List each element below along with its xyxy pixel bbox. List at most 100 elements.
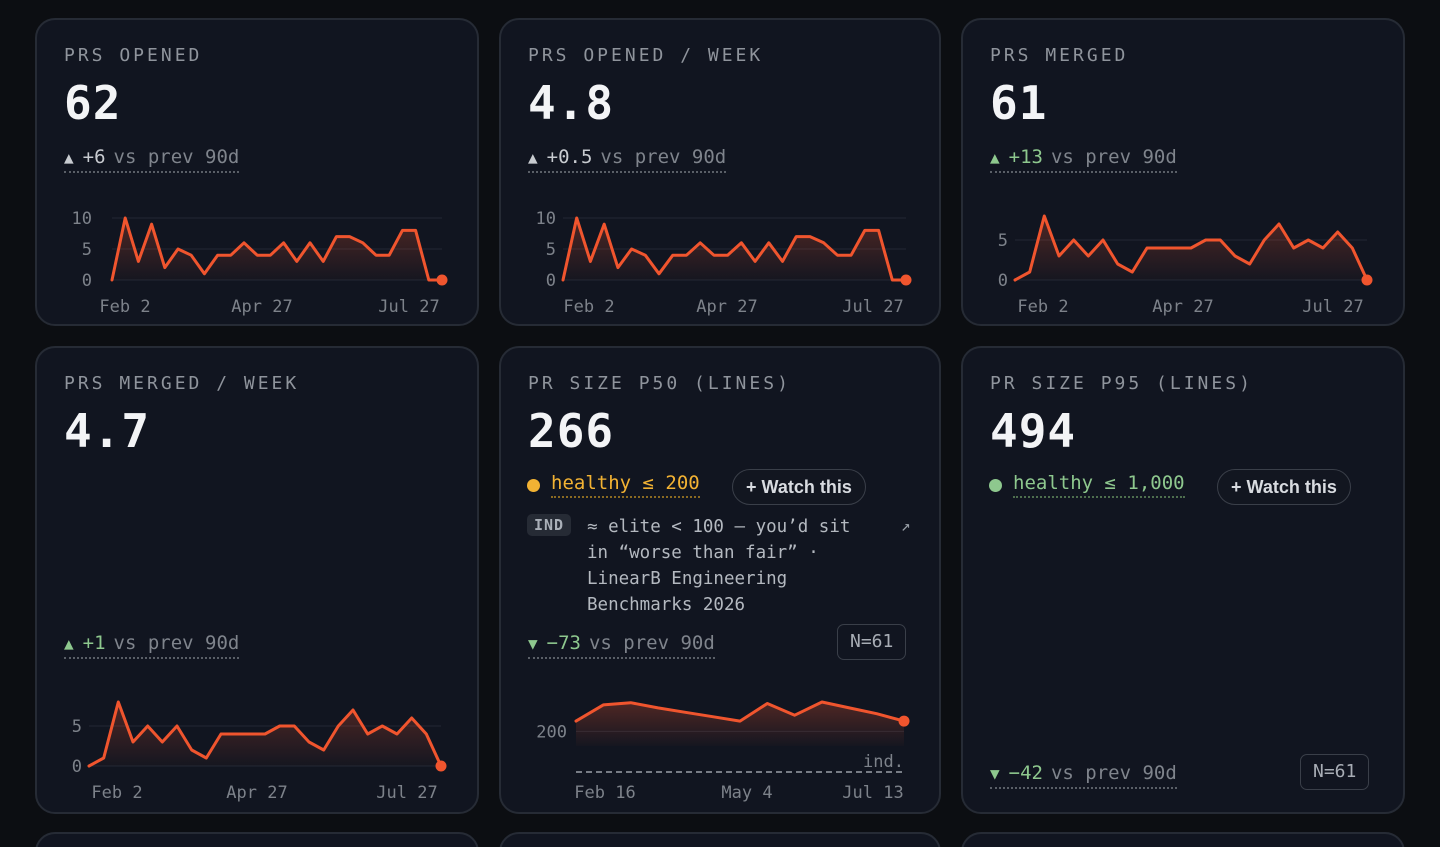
- watch-this-button[interactable]: + Watch this: [1217, 469, 1351, 505]
- triangle-up-icon: ▲: [64, 634, 74, 653]
- y-tick-label: 0: [72, 757, 82, 777]
- y-tick-label: 0: [998, 271, 1008, 291]
- y-tick-label: 5: [998, 231, 1008, 251]
- sparkline-series: [1013, 214, 1369, 282]
- metric-card-pr-size-p50[interactable]: PR SIZE P50 (LINES) 266 healthy ≤ 200 + …: [499, 346, 941, 814]
- sparkline-chart[interactable]: ind. 200 Feb 16 May 4 Jul 13: [501, 686, 941, 806]
- x-tick-label: Feb 2: [1017, 297, 1068, 317]
- x-tick-label: Apr 27: [226, 783, 287, 803]
- triangle-down-icon: ▼: [528, 634, 538, 653]
- metric-card-partial: [35, 832, 479, 847]
- sparkline-last-point[interactable]: [436, 274, 448, 286]
- external-link-icon[interactable]: ↗: [901, 516, 911, 535]
- status-dot-icon: [527, 478, 540, 492]
- sparkline-last-point[interactable]: [435, 760, 447, 772]
- x-tick-label: Feb 16: [574, 783, 635, 803]
- sparkline-last-point[interactable]: [900, 274, 912, 286]
- y-tick-label: 5: [546, 240, 556, 260]
- card-value: 494: [990, 404, 1077, 458]
- card-title: PRS OPENED / WEEK: [528, 45, 764, 66]
- delta-vs-prev[interactable]: ▲ +1 vs prev 90d: [64, 632, 240, 659]
- delta-vs-prev[interactable]: ▲ +6 vs prev 90d: [64, 146, 240, 173]
- metric-card-prs-opened[interactable]: PRS OPENED 62 ▲ +6 vs prev 90d 10 5 0 Feb 2 Ap…: [35, 18, 479, 326]
- delta-text: vs prev 90d: [113, 146, 240, 168]
- y-tick-label: 0: [546, 271, 556, 291]
- sparkline-series: [574, 700, 906, 723]
- delta-vs-prev[interactable]: ▲ +0.5 vs prev 90d: [528, 146, 727, 173]
- sparkline-chart[interactable]: 5 0 Feb 2 Apr 27 Jul 27: [37, 686, 479, 806]
- health-label: healthy ≤ 1,000: [1013, 472, 1185, 498]
- triangle-up-icon: ▲: [528, 148, 538, 167]
- card-title: PR SIZE P95 (LINES): [990, 373, 1253, 394]
- health-label: healthy ≤ 200: [551, 472, 700, 498]
- x-tick-label: Apr 27: [231, 297, 292, 317]
- sparkline-chart[interactable]: 10 5 0 Feb 2 Apr 27 Jul 27: [37, 200, 479, 320]
- sample-size-badge: N=61: [1300, 754, 1370, 790]
- x-tick-label: Feb 2: [91, 783, 142, 803]
- triangle-up-icon: ▲: [990, 148, 1000, 167]
- delta-text: vs prev 90d: [113, 632, 240, 654]
- card-title: PRS OPENED: [64, 45, 203, 66]
- x-tick-label: Jul 27: [376, 783, 437, 803]
- metric-card-partial: [499, 832, 941, 847]
- health-threshold[interactable]: healthy ≤ 200: [527, 472, 700, 498]
- card-title: PR SIZE P50 (LINES): [528, 373, 791, 394]
- delta-vs-prev[interactable]: ▼ −42 vs prev 90d: [990, 762, 1177, 789]
- card-value: 4.8: [528, 76, 615, 130]
- delta-text: vs prev 90d: [600, 146, 727, 168]
- industry-line[interactable]: LinearB Engineering: [587, 569, 788, 589]
- delta-value: −73: [546, 632, 581, 654]
- delta-text: vs prev 90d: [1050, 762, 1177, 784]
- sparkline-last-point[interactable]: [898, 715, 910, 727]
- y-tick-label: 0: [82, 271, 92, 291]
- industry-benchmark-text: ≈ elite < 100 — you’d sit in “worse than …: [587, 514, 850, 618]
- x-tick-label: Jul 13: [842, 783, 903, 803]
- card-title: PRS MERGED / WEEK: [64, 373, 300, 394]
- metric-card-prs-opened-week[interactable]: PRS OPENED / WEEK 4.8 ▲ +0.5 vs prev 90d 1…: [499, 18, 941, 326]
- delta-value: +13: [1008, 146, 1043, 168]
- delta-vs-prev[interactable]: ▼ −73 vs prev 90d: [528, 632, 715, 659]
- x-tick-label: Jul 27: [842, 297, 903, 317]
- x-tick-label: Feb 2: [99, 297, 150, 317]
- x-tick-label: Jul 27: [1302, 297, 1363, 317]
- sparkline-chart[interactable]: 5 0 Feb 2 Apr 27 Jul 27: [963, 200, 1405, 320]
- x-tick-label: Feb 2: [563, 297, 614, 317]
- sparkline-series: [87, 700, 443, 768]
- sample-size-badge: N=61: [837, 624, 907, 660]
- y-tick-label: 10: [536, 209, 556, 229]
- sparkline-chart[interactable]: 10 5 0 Feb 2 Apr 27 Jul 27: [501, 200, 941, 320]
- reference-label: ind.: [863, 752, 904, 772]
- triangle-up-icon: ▲: [64, 148, 74, 167]
- industry-line: in “worse than fair” ·: [587, 543, 819, 563]
- card-value: 61: [990, 76, 1048, 130]
- delta-text: vs prev 90d: [588, 632, 715, 654]
- industry-line: ≈ elite < 100 — you’d sit: [587, 517, 851, 537]
- status-dot-icon: [989, 478, 1002, 492]
- delta-value: −42: [1008, 762, 1043, 784]
- watch-this-button[interactable]: + Watch this: [732, 469, 866, 505]
- x-tick-label: Jul 27: [378, 297, 439, 317]
- delta-value: +1: [82, 632, 106, 654]
- card-value: 266: [528, 404, 615, 458]
- sparkline-series: [110, 216, 444, 282]
- card-title: PRS MERGED: [990, 45, 1129, 66]
- delta-value: +6: [82, 146, 106, 168]
- sparkline-area: [576, 702, 904, 746]
- health-threshold[interactable]: healthy ≤ 1,000: [989, 472, 1185, 498]
- y-tick-label: 5: [72, 717, 82, 737]
- x-tick-label: May 4: [721, 783, 772, 803]
- delta-text: vs prev 90d: [1050, 146, 1177, 168]
- metric-card-partial: [961, 832, 1405, 847]
- industry-tag: IND: [527, 514, 572, 536]
- metric-card-prs-merged[interactable]: PRS MERGED 61 ▲ +13 vs prev 90d 5 0 Feb 2 Apr…: [961, 18, 1405, 326]
- card-value: 62: [64, 76, 122, 130]
- metric-card-pr-size-p95[interactable]: PR SIZE P95 (LINES) 494 healthy ≤ 1,000 …: [961, 346, 1405, 814]
- industry-line[interactable]: Benchmarks 2026: [587, 595, 746, 615]
- y-tick-label: 200: [536, 722, 567, 742]
- delta-value: +0.5: [546, 146, 593, 168]
- delta-vs-prev[interactable]: ▲ +13 vs prev 90d: [990, 146, 1177, 173]
- triangle-down-icon: ▼: [990, 764, 1000, 783]
- y-tick-label: 10: [72, 209, 92, 229]
- sparkline-last-point[interactable]: [1361, 274, 1373, 286]
